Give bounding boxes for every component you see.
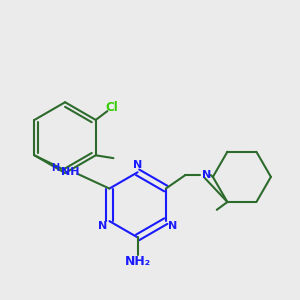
Text: N: N [133, 160, 142, 170]
Text: N: N [98, 221, 107, 231]
Text: H: H [51, 163, 59, 173]
Text: N: N [168, 221, 178, 231]
Text: NH₂: NH₂ [124, 255, 151, 268]
Text: NH: NH [61, 167, 80, 177]
Text: N: N [202, 170, 211, 180]
Text: Cl: Cl [105, 101, 118, 114]
